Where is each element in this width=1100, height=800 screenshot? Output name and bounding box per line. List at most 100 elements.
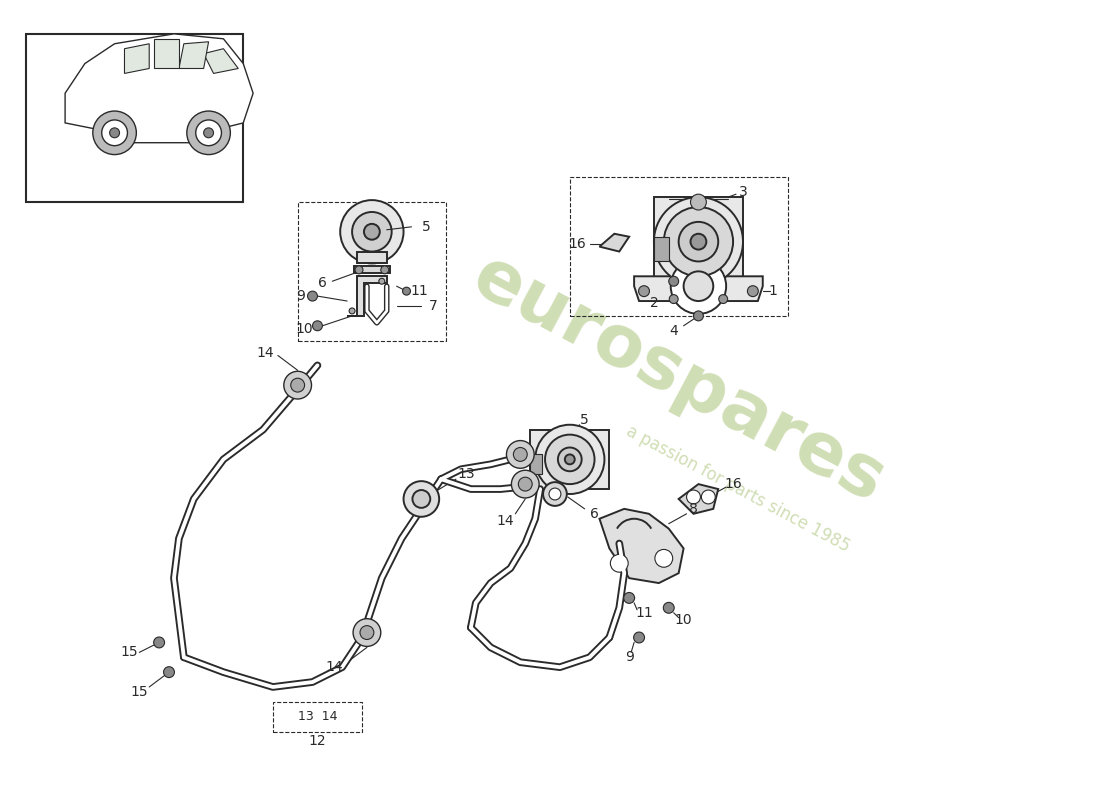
Circle shape — [693, 311, 703, 321]
Bar — [25, 34, 243, 202]
Text: 5: 5 — [581, 413, 589, 426]
Circle shape — [204, 128, 213, 138]
Circle shape — [512, 470, 539, 498]
Circle shape — [381, 266, 388, 274]
Text: 11: 11 — [635, 606, 653, 620]
Circle shape — [364, 224, 380, 240]
Text: 10: 10 — [296, 322, 314, 336]
Circle shape — [412, 490, 430, 508]
Text: 9: 9 — [625, 650, 634, 664]
Bar — [273, 702, 362, 731]
Polygon shape — [600, 509, 683, 583]
Circle shape — [360, 626, 374, 639]
Circle shape — [536, 425, 604, 494]
Circle shape — [514, 447, 527, 462]
Circle shape — [312, 321, 322, 330]
Circle shape — [284, 371, 311, 399]
Circle shape — [669, 276, 679, 286]
Circle shape — [686, 490, 701, 504]
Circle shape — [663, 602, 674, 614]
Text: 4: 4 — [669, 324, 678, 338]
Text: 10: 10 — [674, 613, 692, 626]
Bar — [653, 197, 742, 282]
Text: 15: 15 — [131, 685, 149, 699]
Circle shape — [718, 294, 727, 303]
Text: 12: 12 — [309, 734, 327, 749]
Polygon shape — [124, 44, 150, 74]
Circle shape — [404, 481, 439, 517]
Bar — [653, 237, 669, 262]
Bar — [530, 454, 542, 474]
Polygon shape — [679, 484, 718, 514]
Text: 13  14: 13 14 — [298, 710, 338, 723]
Circle shape — [196, 120, 221, 146]
Circle shape — [610, 554, 628, 572]
Circle shape — [558, 447, 582, 471]
Circle shape — [691, 234, 706, 250]
Circle shape — [355, 266, 363, 274]
Text: 14: 14 — [326, 660, 343, 674]
Circle shape — [349, 308, 355, 314]
Circle shape — [564, 454, 574, 464]
Text: 5: 5 — [422, 220, 431, 234]
Circle shape — [747, 286, 758, 297]
Circle shape — [110, 128, 120, 138]
Circle shape — [543, 482, 566, 506]
Circle shape — [663, 207, 733, 276]
Text: 8: 8 — [689, 502, 697, 516]
Bar — [298, 202, 447, 341]
Circle shape — [702, 490, 715, 504]
Text: 1: 1 — [768, 284, 777, 298]
Text: 9: 9 — [296, 289, 305, 303]
Circle shape — [187, 111, 230, 154]
Polygon shape — [348, 276, 387, 316]
Circle shape — [154, 637, 165, 648]
Text: 13: 13 — [458, 467, 475, 482]
Circle shape — [669, 294, 679, 303]
Circle shape — [378, 278, 385, 284]
Text: 2: 2 — [649, 296, 658, 310]
Circle shape — [691, 194, 706, 210]
Text: 11: 11 — [410, 284, 428, 298]
Circle shape — [549, 488, 561, 500]
Text: 7: 7 — [429, 299, 438, 313]
Polygon shape — [154, 39, 179, 69]
Circle shape — [653, 197, 742, 286]
Circle shape — [403, 287, 410, 295]
Circle shape — [340, 200, 404, 263]
Text: 14: 14 — [497, 514, 515, 528]
Circle shape — [683, 271, 713, 301]
Circle shape — [518, 477, 532, 491]
Polygon shape — [634, 276, 762, 301]
Text: 14: 14 — [256, 346, 274, 359]
Polygon shape — [65, 34, 253, 142]
Text: 6: 6 — [318, 276, 327, 290]
Circle shape — [101, 120, 128, 146]
Circle shape — [164, 666, 175, 678]
Circle shape — [290, 378, 305, 392]
Text: 16: 16 — [569, 237, 586, 250]
Text: 15: 15 — [121, 646, 139, 659]
Bar — [530, 430, 609, 489]
Text: eurospares: eurospares — [461, 242, 896, 518]
Circle shape — [506, 441, 535, 468]
Polygon shape — [179, 42, 209, 69]
Circle shape — [654, 550, 673, 567]
Circle shape — [624, 593, 635, 603]
Bar — [570, 178, 788, 316]
Circle shape — [92, 111, 136, 154]
Polygon shape — [354, 266, 389, 274]
Text: 3: 3 — [738, 185, 747, 199]
Circle shape — [634, 632, 645, 643]
Text: 16: 16 — [724, 477, 741, 491]
Polygon shape — [600, 234, 629, 251]
Polygon shape — [204, 49, 239, 74]
Circle shape — [353, 618, 381, 646]
Circle shape — [308, 291, 318, 301]
Text: a passion for parts since 1985: a passion for parts since 1985 — [623, 422, 852, 556]
Circle shape — [639, 286, 649, 297]
Circle shape — [671, 258, 726, 314]
Circle shape — [546, 434, 594, 484]
Polygon shape — [358, 251, 387, 263]
Text: 6: 6 — [590, 507, 600, 521]
